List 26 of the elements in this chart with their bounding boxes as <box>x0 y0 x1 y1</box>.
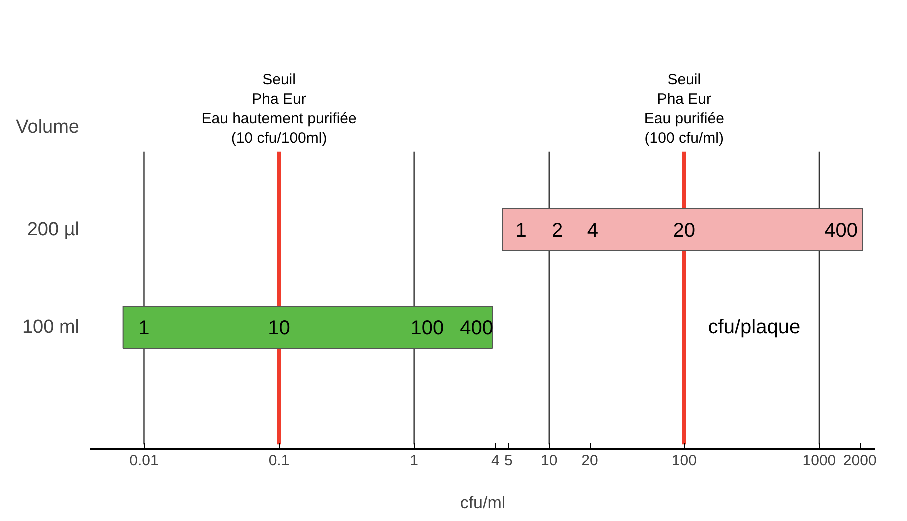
y-tick-label: 200 µl <box>27 219 80 240</box>
x-tick-label: 20 <box>582 452 598 470</box>
x-tick-label: 0.01 <box>130 452 159 470</box>
annotation: 4 <box>587 220 598 242</box>
x-axis-title: cfu/ml <box>460 494 506 512</box>
ref-line-label: Seuil Pha Eur Eau hautement purifiée (10 cfu/100ml) <box>202 71 357 147</box>
y-axis-title: Volume <box>16 116 80 138</box>
annotation: 100 <box>410 318 444 340</box>
ref-line-label: Seuil Pha Eur Eau purifiée (100 cfu/ml) <box>644 71 724 147</box>
y-tick-label: 100 ml <box>22 317 80 338</box>
x-tick-label: 2000 <box>843 452 877 470</box>
x-tick-label: 0.1 <box>268 452 290 470</box>
x-tick-label: 5 <box>504 452 513 470</box>
annotation: 1 <box>138 318 150 340</box>
annotation: cfu/plaque <box>708 316 801 339</box>
x-tick-label: 1 <box>410 452 418 470</box>
annotation: 400 <box>824 220 858 242</box>
x-tick-label: 100 <box>672 452 697 470</box>
annotation: 2 <box>552 220 564 242</box>
annotation: 20 <box>673 220 696 242</box>
annotation: 10 <box>268 318 290 340</box>
x-tick-label: 4 <box>491 452 500 470</box>
annotation: 400 <box>460 318 494 340</box>
x-tick-label: 10 <box>541 452 558 470</box>
annotation: 1 <box>516 220 527 242</box>
x-tick-label: 1000 <box>802 452 836 470</box>
